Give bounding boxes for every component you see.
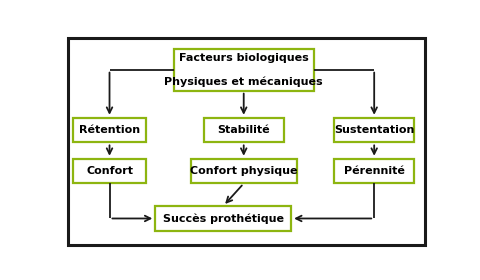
Text: Sustentation: Sustentation: [333, 125, 413, 135]
FancyBboxPatch shape: [155, 206, 291, 231]
FancyBboxPatch shape: [73, 118, 145, 143]
Text: Confort physique: Confort physique: [190, 166, 297, 176]
FancyBboxPatch shape: [173, 49, 313, 91]
FancyBboxPatch shape: [73, 159, 145, 183]
Text: Succès prothétique: Succès prothétique: [162, 213, 283, 224]
Text: Confort: Confort: [86, 166, 133, 176]
FancyBboxPatch shape: [334, 118, 413, 143]
FancyBboxPatch shape: [190, 159, 296, 183]
FancyBboxPatch shape: [334, 159, 413, 183]
Text: Stabilité: Stabilité: [217, 125, 269, 135]
FancyBboxPatch shape: [203, 118, 283, 143]
Text: Pérennité: Pérennité: [343, 166, 404, 176]
FancyBboxPatch shape: [67, 38, 424, 245]
Text: Facteurs biologiques

Physiques et mécaniques: Facteurs biologiques Physiques et mécani…: [164, 53, 323, 87]
Text: Rétention: Rétention: [79, 125, 140, 135]
